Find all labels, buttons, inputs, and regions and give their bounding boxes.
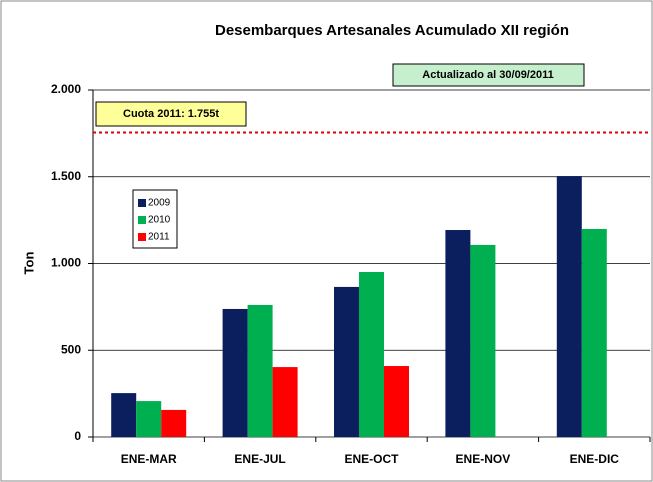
- bar: [470, 245, 495, 437]
- bar: [557, 176, 582, 437]
- chart-title: Desembarques Artesanales Acumulado XII r…: [215, 22, 569, 39]
- bar: [384, 366, 409, 437]
- x-tick-label: ENE-DIC: [570, 452, 620, 466]
- bar: [359, 272, 384, 437]
- bar: [445, 230, 470, 437]
- legend-label: 2010: [148, 215, 171, 226]
- y-tick-label: 1.500: [51, 169, 81, 183]
- y-tick-label: 0: [74, 429, 81, 443]
- bar: [111, 393, 136, 437]
- y-tick-label: 500: [61, 342, 81, 356]
- annotation: Actualizado al 30/09/2011: [422, 69, 553, 81]
- x-tick-label: ENE-NOV: [456, 452, 511, 466]
- bar: [273, 367, 298, 437]
- bar: [334, 287, 359, 437]
- legend-label: 2011: [148, 232, 170, 243]
- bar: [582, 229, 607, 437]
- bar: [136, 401, 161, 437]
- bar: [161, 410, 186, 437]
- quota-label: Cuota 2011: 1.755t: [123, 108, 219, 120]
- legend-swatch: [138, 216, 146, 224]
- x-tick-label: ENE-OCT: [345, 452, 400, 466]
- legend-label: 2009: [148, 198, 171, 209]
- y-axis-label: Ton: [21, 252, 36, 275]
- x-tick-label: ENE-JUL: [234, 452, 285, 466]
- legend-swatch: [138, 233, 146, 241]
- bar: [248, 305, 273, 437]
- x-tick-label: ENE-MAR: [121, 452, 177, 466]
- y-tick-label: 1.000: [51, 256, 81, 270]
- legend-swatch: [138, 199, 146, 207]
- bar: [223, 309, 248, 437]
- chart: Desembarques Artesanales Acumulado XII r…: [0, 0, 653, 482]
- y-tick-label: 2.000: [51, 82, 81, 96]
